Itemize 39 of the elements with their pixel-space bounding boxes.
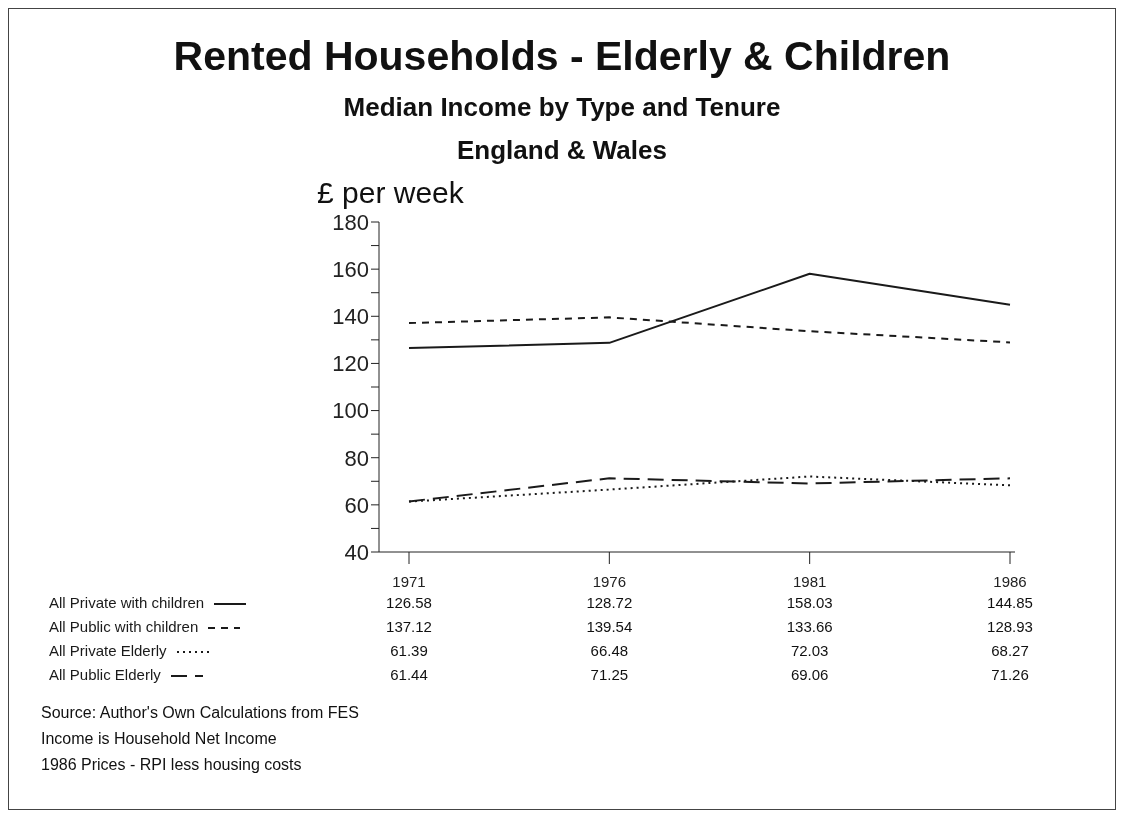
data-label: 66.48 [589,642,630,659]
data-label: 72.03 [789,642,830,659]
data-label: 133.66 [785,618,834,635]
x-tick-label: 1976 [592,572,627,590]
data-label: 126.58 [385,594,433,611]
y-tick-label: 180 [332,209,369,235]
x-tick-label: 1986 [993,572,1027,590]
y-tick-label: 140 [332,304,369,330]
data-label: 139.54 [585,618,634,635]
data-label: 158.03 [785,594,834,611]
chart-subtitle: Median Income by Type and Tenure England & Wales [342,92,782,166]
y-tick-label: 100 [332,398,369,424]
data-label: 71.25 [589,666,630,683]
chart-title: Rented Households - Elderly & Children [172,33,952,80]
data-label: 69.06 [789,666,830,683]
x-tick-label: 1971 [392,572,426,590]
data-label: 144.85 [986,594,1034,611]
line-series [408,272,1011,349]
data-label: 137.12 [385,618,433,635]
data-label: 128.72 [585,594,634,611]
data-label: 61.44 [389,666,429,683]
legend-label: All Public with children [49,618,199,635]
text: 1986 Prices - RPI less housing costs [41,755,303,775]
legend-label: All Private Elderly [49,642,167,659]
y-tick-label: 160 [332,256,369,282]
data-label: 68.27 [990,642,1030,659]
y-tick-label: 40 [344,539,369,565]
data-label: 61.39 [389,642,429,659]
y-tick-label: 120 [332,351,369,377]
legend-label: All Private with children [49,594,205,611]
data-label: 128.93 [986,618,1034,635]
y-tick-label: 60 [344,492,369,518]
source-note: Source: Author's Own Calculations from FES [41,703,360,723]
y-axis-title: £ per week [317,176,464,210]
text: Income is Household Net Income [41,729,278,749]
x-tick-label: 1981 [792,572,827,590]
data-label: 71.26 [990,666,1030,683]
y-tick-label: 80 [344,445,369,471]
legend-label: All Public Elderly [49,666,161,683]
